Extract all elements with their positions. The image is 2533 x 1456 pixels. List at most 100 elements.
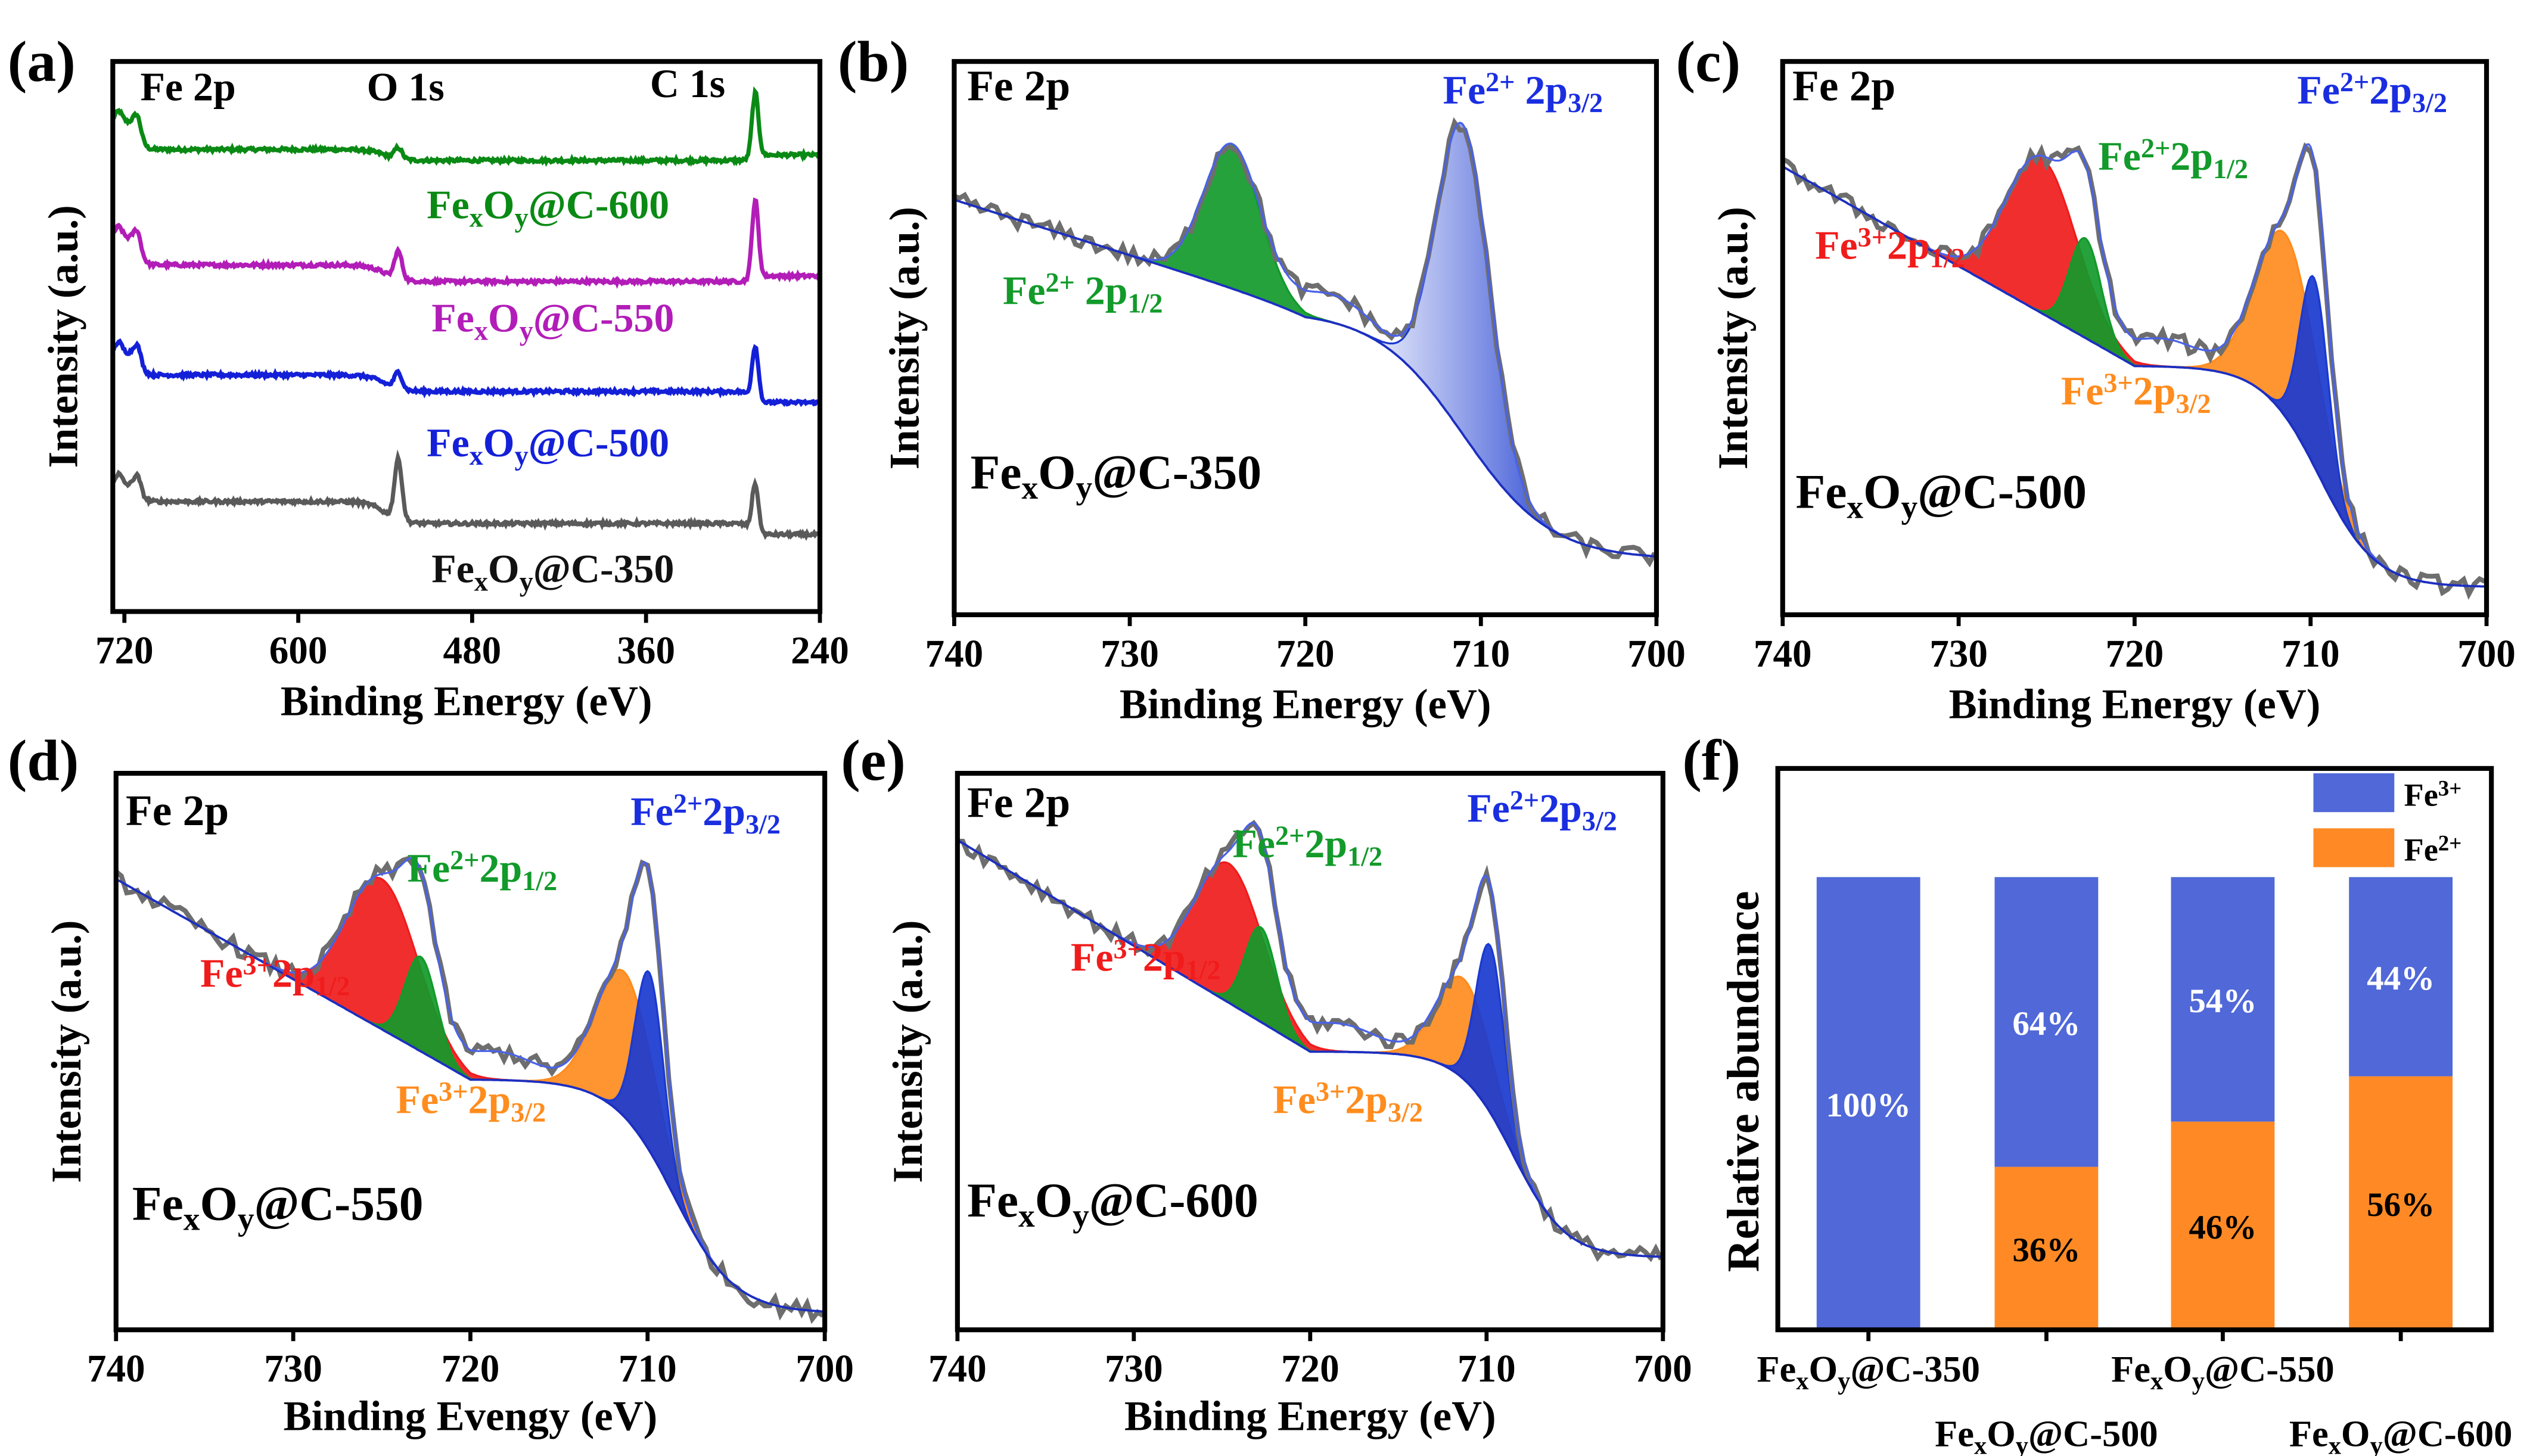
sample-label-part: x [1847, 489, 1863, 525]
plot-title: Fe 2p [1792, 61, 1895, 110]
x-tick-label: 740 [1754, 633, 1812, 676]
category-label-part: O [1809, 1348, 1838, 1390]
peak-annotation-part: 2p [1304, 822, 1347, 866]
legend-label: Fe2+ [2404, 831, 2462, 868]
peak-annotation-part: 1/2 [1186, 954, 1221, 985]
category-label-part: x [1796, 1367, 1808, 1395]
peak-annotation-part: 2p [2369, 68, 2412, 113]
sample-label-part: Fe [967, 1173, 1018, 1227]
category-label-part: Fe [2289, 1413, 2329, 1455]
series-label: FexOy@C-550 [431, 296, 674, 346]
panel-label: (c) [1676, 30, 1741, 94]
category-label-part: O [2341, 1413, 2370, 1455]
sample-label-part: Fe [971, 445, 1022, 499]
panel-label: (e) [841, 729, 906, 793]
category-label: FexOy@C-600 [2289, 1413, 2513, 1456]
series-label: FexOy@C-600 [427, 183, 669, 233]
legend-label-part: Fe [2404, 777, 2438, 813]
series-label-part: Fe [431, 547, 474, 592]
peak-label: O 1s [367, 64, 445, 109]
sample-label-part: y [238, 1200, 254, 1237]
bar-segment [2349, 877, 2453, 1077]
category-label-part: x [2329, 1432, 2341, 1456]
peak-annotation-part: 3/2 [2176, 388, 2211, 419]
x-tick-label: 720 [1276, 633, 1335, 676]
x-tick-label: 600 [269, 629, 328, 672]
bar-value-label: 44% [2367, 960, 2435, 997]
series-label-part: O [488, 547, 520, 592]
category-label-part: @C-500 [2028, 1413, 2158, 1455]
peak-annotation-part: 3+ [1858, 222, 1887, 253]
series-label-part: Fe [427, 421, 470, 465]
series-label-part: @C-350 [533, 547, 675, 592]
plot-title: Fe 2p [967, 61, 1070, 110]
x-tick-label: 730 [1105, 1348, 1163, 1390]
peak-annotation-part: 2+ [1275, 821, 1304, 851]
category-label: FexOy@C-350 [1757, 1348, 1980, 1395]
peak-annotation: Fe3+2p1/2 [200, 950, 350, 1001]
survey-spectrum-line [111, 86, 822, 167]
series-label-part: @C-550 [533, 296, 675, 341]
x-axis-label: Binding Energy (eV) [1949, 682, 2321, 728]
peak-annotation-part: Fe [408, 846, 450, 891]
peak-annotation: Fe2+2p1/2 [1232, 821, 1382, 872]
sample-label-part: @C-350 [1092, 445, 1261, 499]
sample-label-part: y [1901, 489, 1917, 525]
x-tick-label: 730 [1101, 633, 1159, 676]
x-tick-label: 700 [795, 1348, 854, 1390]
peak-annotation-part: 2+ [1485, 67, 1515, 97]
sample-label: FexOy@C-550 [132, 1177, 424, 1237]
peak-annotation-part: 2p [1143, 935, 1186, 979]
y-axis-label: Intensity (a.u.) [43, 920, 90, 1183]
x-tick-label: 700 [1627, 633, 1686, 676]
peak-annotation-part: 1/2 [2213, 154, 2248, 184]
x-tick-label: 700 [1634, 1348, 1692, 1390]
category-label: FexOy@C-550 [2111, 1348, 2335, 1395]
peak-annotation-part: Fe [396, 1077, 439, 1122]
peak-annotation-part: 2p [1075, 269, 1128, 313]
plot-title: Fe 2p [967, 778, 1070, 826]
peak-annotation-part: 3/2 [1568, 88, 1603, 118]
peak-annotation-part: 1/2 [1347, 841, 1382, 872]
peak-annotation-part: 2p [1345, 1077, 1388, 1122]
panel-label: (f) [1682, 729, 1741, 793]
panel-label: (b) [838, 30, 909, 94]
x-tick-label: 730 [264, 1348, 322, 1390]
series-label-part: x [470, 202, 483, 232]
peak-annotation-part: Fe [1071, 935, 1114, 979]
series-label-part: O [483, 183, 515, 228]
x-tick-label: 730 [1929, 633, 1988, 676]
x-axis-label: Binding Energy (eV) [281, 678, 652, 724]
bar-segment [2171, 877, 2275, 1122]
x-tick-label: 720 [2106, 633, 2164, 676]
peak-annotation: Fe2+2p3/2 [1467, 785, 1617, 836]
peak-annotation-part: 3/2 [511, 1097, 546, 1127]
peak-annotation-part: 2p [2170, 134, 2213, 179]
legend-label: Fe3+ [2404, 776, 2462, 813]
bar-segment [1994, 877, 2099, 1167]
category-label-part: y [2370, 1432, 2383, 1456]
y-axis-label: Intensity (a.u.) [41, 205, 87, 468]
series-label-part: x [474, 315, 488, 346]
series-label-part: Fe [431, 296, 474, 341]
peak-annotation-part: 2p [272, 951, 315, 995]
legend-swatch [2313, 828, 2395, 867]
x-axis-label: Binding Energy (eV) [1124, 1393, 1496, 1440]
peak-annotation-part: Fe [1003, 269, 1046, 313]
background-line [953, 198, 1655, 558]
peak-annotation: Fe3+2p1/2 [1071, 934, 1221, 985]
peak-annotation-part: 2p [703, 789, 745, 834]
plot-frame [113, 770, 828, 1333]
peak-annotation: Fe3+2p3/2 [396, 1077, 546, 1127]
peak-annotation: Fe2+2p3/2 [630, 788, 781, 839]
sample-label-part: y [1076, 469, 1093, 506]
peak-annotation-part: 2p [1515, 68, 1568, 113]
category-label-part: @C-550 [2205, 1348, 2335, 1390]
y-axis-label: Intensity (a.u.) [885, 920, 931, 1183]
series-label: FexOy@C-350 [431, 547, 674, 597]
peak-annotation-part: 3/2 [1388, 1097, 1423, 1127]
fitted-peak-area [498, 969, 753, 1298]
peak-annotation-part: Fe [1467, 786, 1510, 831]
x-axis-label: Binding Energy (eV) [1120, 682, 1491, 728]
